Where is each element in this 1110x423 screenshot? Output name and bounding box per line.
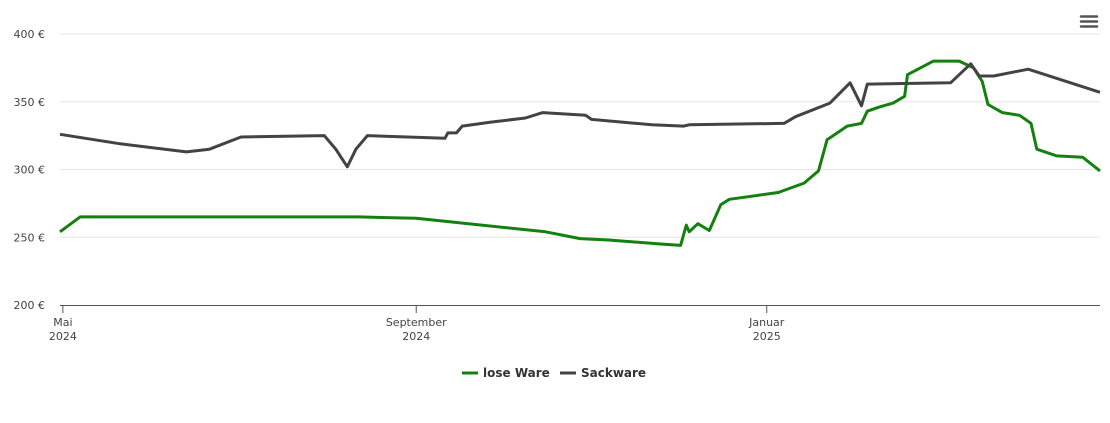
y-tick-label: 400 €: [14, 28, 46, 41]
legend-label: lose Ware: [483, 366, 550, 380]
legend-item[interactable]: lose Ware: [462, 366, 550, 380]
legend-label: Sackware: [581, 366, 646, 380]
y-tick-label: 300 €: [14, 164, 46, 177]
y-tick-label: 350 €: [14, 96, 46, 109]
series-line: [59, 59, 1101, 247]
y-tick-label: 250 €: [14, 231, 46, 244]
menu-button[interactable]: [1079, 13, 1099, 31]
x-tick-label: Mai: [53, 316, 72, 329]
x-tick-label: September: [386, 316, 447, 329]
x-tick-label: 2024: [49, 330, 77, 343]
x-tick-label: 2024: [402, 330, 430, 343]
x-tick-label: 2025: [753, 330, 781, 343]
legend-item[interactable]: Sackware: [560, 366, 646, 380]
series-line: [59, 62, 1101, 169]
y-tick-label: 200 €: [14, 299, 46, 312]
x-tick-label: Januar: [748, 316, 785, 329]
